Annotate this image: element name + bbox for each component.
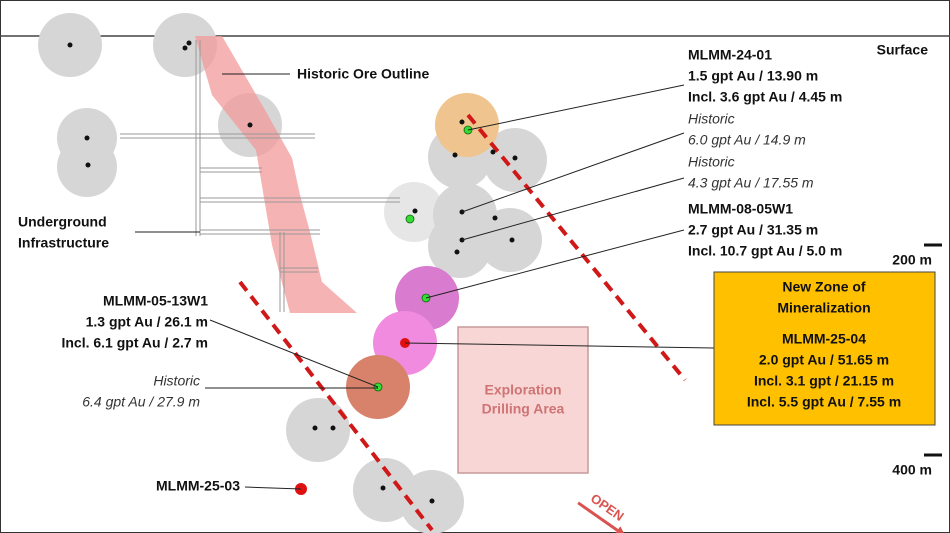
ore-outline <box>195 36 357 313</box>
label-line: 2.0 gpt Au / 51.65 m <box>759 352 889 368</box>
label-line: MLMM-24-01 <box>688 47 772 63</box>
depth-label: 200 m <box>892 252 932 268</box>
new-zone-text: New Zone of Mineralization MLMM-25-04 2.0 g… <box>747 279 901 410</box>
exploration-label: Exploration <box>484 382 561 398</box>
depth-label: 400 m <box>892 462 932 478</box>
label-line: Incl. 3.6 gpt Au / 4.45 m <box>688 89 842 105</box>
label-line: 6.4 gpt Au / 27.9 m <box>82 394 200 410</box>
exploration-label: Drilling Area <box>482 401 565 417</box>
exploration-area <box>457 326 589 474</box>
label-line: MLMM-05-13W1 <box>103 293 208 309</box>
fault <box>466 113 687 382</box>
label-line: Historic <box>688 111 735 127</box>
label-line: 1.5 gpt Au / 13.90 m <box>688 68 818 84</box>
label-line: 6.0 gpt Au / 14.9 m <box>688 132 806 148</box>
label-line: Incl. 5.5 gpt Au / 7.55 m <box>747 394 901 410</box>
label-line: Historic <box>688 154 735 170</box>
label-line: Mineralization <box>777 300 870 316</box>
label-line: New Zone of <box>782 279 866 295</box>
fault <box>238 280 434 532</box>
label-line: MLMM-08-05W1 <box>688 201 793 217</box>
infrastructure-label: Infrastructure <box>18 235 109 251</box>
label-line: Historic <box>153 373 200 389</box>
label-line: Incl. 3.1 gpt / 21.15 m <box>754 373 894 389</box>
infrastructure-label: Underground <box>18 214 107 230</box>
infrastructure <box>120 40 400 312</box>
leaders <box>135 73 715 490</box>
ore-outline-label: Historic Ore Outline <box>297 66 429 82</box>
new-zone-box <box>713 271 936 426</box>
hole-labels: MLMM-24-01 1.5 gpt Au / 13.90 m Incl. 3.6 … <box>61 47 842 494</box>
label-line: 2.7 gpt Au / 31.35 m <box>688 222 818 238</box>
label-line: MLMM-25-03 <box>156 478 240 494</box>
label-line: Incl. 10.7 gpt Au / 5.0 m <box>688 243 842 259</box>
surface-label: Surface <box>877 42 929 58</box>
label-line: MLMM-25-04 <box>782 331 866 347</box>
label-line: Incl. 6.1 gpt Au / 2.7 m <box>61 335 208 351</box>
label-line: 4.3 gpt Au / 17.55 m <box>688 175 814 191</box>
label-line: 1.3 gpt Au / 26.1 m <box>86 314 208 330</box>
